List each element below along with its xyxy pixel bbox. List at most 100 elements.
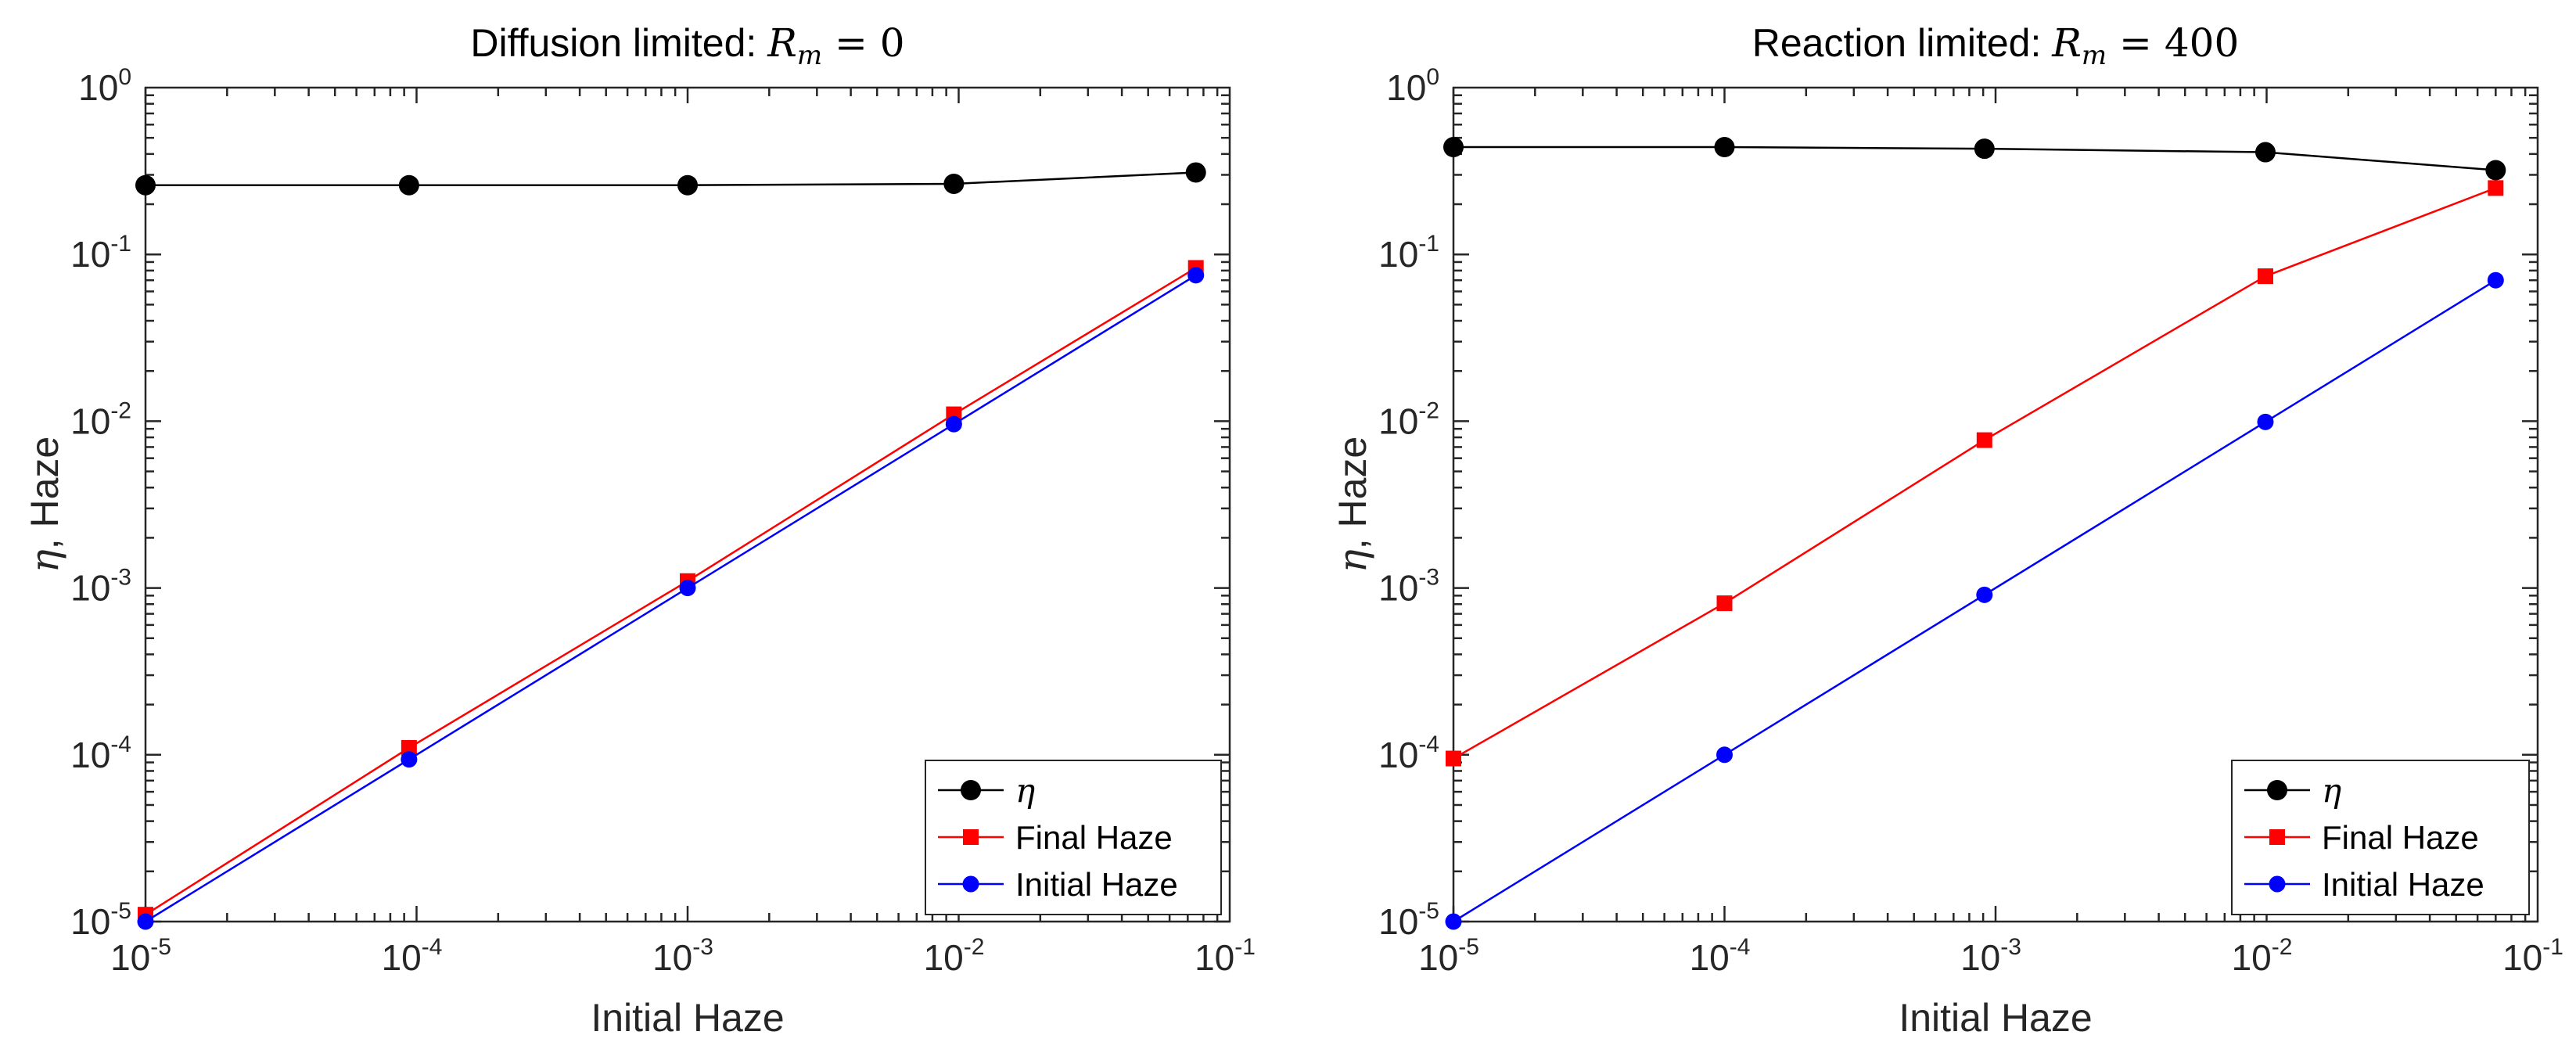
y-tick-label-exponent: -4 [110, 731, 131, 757]
y-tick-label: 10-4 [1378, 731, 1439, 775]
y-axis-label-symbol: η [22, 549, 67, 573]
chart-title: Diffusion limited: Rm = 0 [470, 20, 904, 71]
x-tick-label: 10-3 [652, 934, 713, 978]
x-tick-label-base: 10 [652, 937, 692, 978]
axis-ticks [144, 88, 1230, 923]
chart-title-value: 400 [2165, 20, 2239, 66]
x-axis-label: Initial Haze [1899, 996, 2092, 1040]
y-tick-label-base: 10 [70, 735, 110, 775]
y-tick-label-base: 10 [1386, 67, 1426, 108]
x-tick-label-exponent: -2 [2272, 934, 2293, 960]
y-tick-label-base: 10 [70, 901, 110, 942]
data-point-square [1446, 750, 1461, 767]
y-tick-label-base: 10 [70, 401, 110, 441]
data-point-circle [1187, 267, 1205, 284]
axis-ticks [1452, 88, 2538, 923]
data-point-circle [137, 913, 154, 930]
y-axis-label-symbol: η [1330, 549, 1375, 573]
data-point-square [1976, 432, 1992, 448]
y-tick-label-exponent: 0 [118, 64, 131, 90]
data-point-circle [2257, 413, 2274, 430]
legend-label: η [2322, 771, 2341, 810]
data-point-circle [943, 173, 965, 194]
y-tick-label-exponent: -3 [1418, 565, 1439, 591]
y-tick-label-base: 10 [1378, 568, 1418, 609]
data-series [1443, 137, 2506, 930]
legend-marker-circle [2267, 780, 2287, 800]
x-tick-label-base: 10 [924, 937, 964, 978]
data-point-circle [677, 174, 698, 196]
data-point-circle [135, 174, 156, 196]
x-tick-label-exponent: -3 [2000, 934, 2021, 960]
x-tick-label-base: 10 [1418, 937, 1458, 978]
y-axis-label-text: , Haze [1331, 437, 1374, 550]
y-tick-label-exponent: -1 [110, 231, 131, 257]
x-tick-label-base: 10 [110, 937, 150, 978]
y-tick-label-exponent: -4 [1418, 731, 1439, 757]
x-tick-label-exponent: -5 [150, 934, 171, 960]
y-axis-label: η, Haze [22, 437, 67, 573]
x-tick-label-exponent: -4 [422, 934, 443, 960]
data-point-square [2488, 180, 2504, 196]
data-point-circle [1443, 137, 1464, 158]
y-tick-label-exponent: -3 [110, 565, 131, 591]
x-tick-label-base: 10 [2502, 937, 2542, 978]
x-tick-label: 10-4 [382, 934, 443, 978]
x-tick-label-exponent: -4 [1730, 934, 1751, 960]
data-point-circle [401, 751, 418, 768]
y-axis-label: η, Haze [1330, 437, 1375, 573]
chart-panel-1: 10-5 10-4 10-3 10-2 10-110-510-410-310-210-1… [22, 20, 1256, 1040]
series-line-2 [1453, 187, 2496, 760]
chart-panel-2: 10-5 10-4 10-3 10-2 10-110-510-410-310-210-1… [1330, 20, 2563, 1040]
data-point-circle [398, 174, 419, 196]
legend-label: Initial Haze [1015, 866, 1178, 903]
legend-label: Initial Haze [2322, 866, 2484, 903]
data-point-square [2257, 268, 2273, 285]
y-tick-label-base: 10 [1378, 735, 1418, 775]
y-tick-label-exponent: 0 [1426, 64, 1439, 90]
chart-title-prefix: Diffusion limited: [470, 21, 767, 65]
x-tick-label: 10-5 [110, 934, 171, 978]
data-point-square [401, 739, 417, 756]
x-tick-label: 10-3 [1960, 934, 2021, 978]
y-tick-label: 100 [1386, 64, 1439, 108]
series-line-1 [146, 171, 1196, 186]
data-point-circle [2487, 271, 2504, 289]
data-point-circle [2254, 142, 2276, 163]
legend-marker-circle [962, 875, 979, 893]
y-tick-label-base: 10 [1378, 901, 1418, 942]
y-tick-label-base: 10 [70, 234, 110, 275]
x-tick-label-exponent: -2 [964, 934, 985, 960]
legend-marker-square [2269, 829, 2285, 845]
y-tick-label: 100 [78, 64, 131, 108]
y-tick-label-base: 10 [78, 67, 118, 108]
x-tick-label-exponent: -1 [2542, 934, 2563, 960]
x-tick-label-base: 10 [2232, 937, 2272, 978]
data-point-circle [945, 415, 962, 433]
x-tick-label-exponent: -5 [1458, 934, 1479, 960]
y-tick-label: 10-2 [70, 397, 131, 441]
chart-title-variable: R [2051, 20, 2082, 66]
data-point-circle [679, 580, 696, 597]
legend-marker-circle [961, 780, 981, 800]
legend: η Final Haze Initial Haze [925, 760, 1222, 915]
legend-label: Final Haze [1015, 819, 1173, 856]
y-tick-label-base: 10 [70, 568, 110, 609]
y-tick-label: 10-5 [1378, 898, 1439, 942]
x-tick-label: 10-5 [1418, 934, 1479, 978]
y-tick-label-exponent: -2 [1418, 397, 1439, 423]
legend-label: η [1015, 771, 1035, 810]
data-series [135, 162, 1206, 930]
x-axis-label: Initial Haze [591, 996, 784, 1040]
x-tick-label: 10-2 [2232, 934, 2293, 978]
y-tick-label: 10-1 [1378, 231, 1439, 275]
y-tick-label-exponent: -1 [1418, 231, 1439, 257]
x-tick-label: 10-4 [1690, 934, 1751, 978]
data-point-circle [1716, 746, 1733, 764]
chart-title: Reaction limited: Rm = 400 [1752, 20, 2240, 71]
data-point-circle [1976, 586, 1993, 603]
x-tick-label-base: 10 [1960, 937, 2000, 978]
chart-title-prefix: Reaction limited: [1752, 21, 2053, 65]
y-tick-label: 10-1 [70, 231, 131, 275]
